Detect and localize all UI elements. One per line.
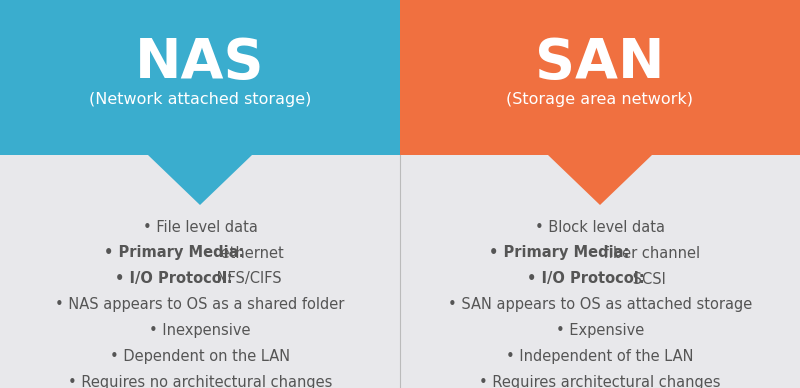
Text: (Network attached storage): (Network attached storage) xyxy=(89,92,311,107)
Polygon shape xyxy=(148,155,252,205)
Text: • Expensive: • Expensive xyxy=(556,324,644,338)
Text: • NAS appears to OS as a shared folder: • NAS appears to OS as a shared folder xyxy=(55,298,345,312)
Text: • File level data: • File level data xyxy=(142,220,258,234)
Text: • Independent of the LAN: • Independent of the LAN xyxy=(506,350,694,364)
Text: • Block level data: • Block level data xyxy=(535,220,665,234)
Text: • Primary Media:: • Primary Media: xyxy=(489,246,630,260)
Text: • SAN appears to OS as attached storage: • SAN appears to OS as attached storage xyxy=(448,298,752,312)
Text: NFS/CIFS: NFS/CIFS xyxy=(212,272,282,286)
Text: • Requires no architectural changes: • Requires no architectural changes xyxy=(68,376,332,388)
Text: • Primary Media:: • Primary Media: xyxy=(103,246,244,260)
Text: fiber channel: fiber channel xyxy=(599,246,701,260)
Bar xyxy=(0,0,400,155)
Polygon shape xyxy=(548,155,652,205)
Text: • I/O Protocol:: • I/O Protocol: xyxy=(526,272,644,286)
Text: SAN: SAN xyxy=(535,36,665,90)
Text: • Inexpensive: • Inexpensive xyxy=(150,324,250,338)
Text: • Dependent on the LAN: • Dependent on the LAN xyxy=(110,350,290,364)
Text: NAS: NAS xyxy=(135,36,265,90)
Text: (Storage area network): (Storage area network) xyxy=(506,92,694,107)
Bar xyxy=(400,0,800,155)
Text: • Requires architectural changes: • Requires architectural changes xyxy=(479,376,721,388)
Text: SCSI: SCSI xyxy=(628,272,666,286)
Text: ethernet: ethernet xyxy=(216,246,284,260)
Text: • I/O Protocol:: • I/O Protocol: xyxy=(115,272,233,286)
